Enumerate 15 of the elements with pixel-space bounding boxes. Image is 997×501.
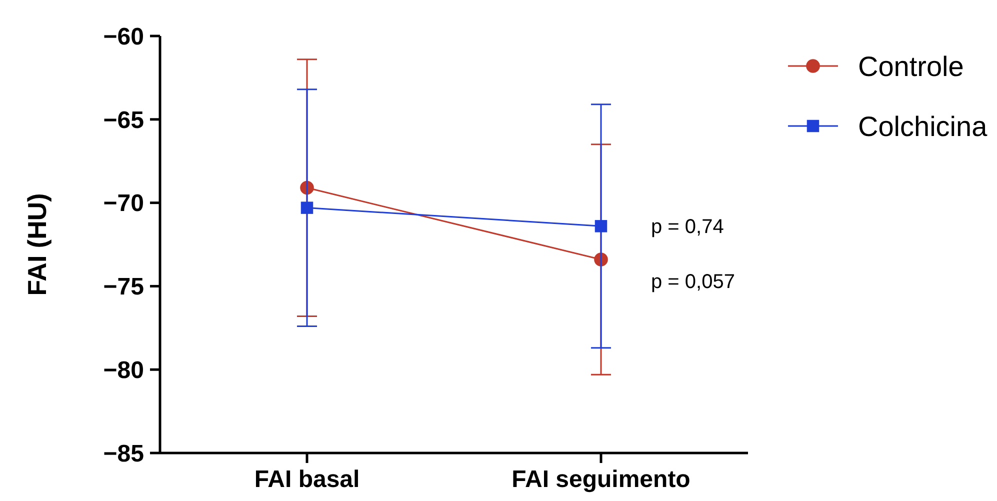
legend-label: Controle bbox=[858, 50, 964, 82]
y-tick-label: −65 bbox=[103, 106, 144, 134]
point bbox=[300, 202, 314, 214]
annotation: p = 0,74 bbox=[651, 216, 724, 238]
y-tick-label: −60 bbox=[103, 23, 144, 50]
x-tick-label: FAI seguimento bbox=[512, 466, 690, 493]
annotation: p = 0,057 bbox=[651, 271, 735, 294]
y-tick-label: −80 bbox=[103, 357, 144, 384]
y-tick-label: −85 bbox=[103, 440, 144, 468]
x-tick-label: FAI basal bbox=[254, 466, 360, 493]
y-tick-label: −70 bbox=[103, 190, 144, 218]
legend-label: Colchicina bbox=[858, 110, 988, 142]
y-tick-label: −75 bbox=[103, 274, 144, 301]
point bbox=[594, 220, 608, 232]
y-axis-title: FAI (HU) bbox=[22, 193, 52, 296]
